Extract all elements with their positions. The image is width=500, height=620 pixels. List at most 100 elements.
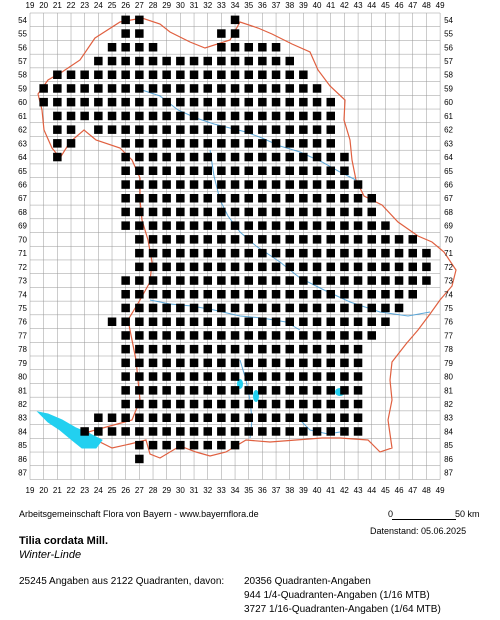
presence-square [285, 97, 294, 107]
presence-square [94, 125, 103, 134]
presence-square [148, 97, 158, 107]
presence-square [353, 180, 363, 189]
presence-square [258, 43, 267, 52]
x-label-top: 20 [39, 1, 48, 10]
presence-square [230, 276, 240, 285]
presence-square [367, 317, 376, 326]
presence-square [189, 440, 199, 450]
presence-square [135, 331, 144, 340]
presence-square [66, 111, 76, 121]
presence-square [148, 111, 158, 121]
datenstand-text: Datenstand: 05.06.2025 [370, 526, 467, 536]
presence-square [176, 262, 185, 272]
presence-square [285, 248, 294, 258]
presence-square [217, 262, 226, 272]
presence-square [326, 399, 335, 409]
presence-square [271, 331, 281, 340]
presence-square [53, 97, 62, 107]
y-label-left: 81 [18, 386, 27, 395]
presence-square [285, 180, 294, 189]
presence-square [135, 427, 144, 436]
presence-square [189, 413, 199, 422]
presence-square [230, 56, 240, 66]
presence-square [176, 70, 185, 79]
presence-square [422, 248, 431, 258]
presence-square [394, 303, 404, 313]
presence-square [203, 248, 212, 258]
presence-square [244, 97, 253, 107]
presence-square [148, 194, 158, 203]
presence-square [189, 248, 199, 258]
presence-square [121, 221, 130, 230]
presence-square [340, 180, 349, 189]
presence-square [135, 194, 144, 203]
presence-square [94, 84, 103, 93]
presence-square [217, 303, 226, 313]
presence-square [353, 248, 363, 258]
y-label-left: 78 [18, 345, 27, 354]
presence-square [353, 262, 363, 272]
presence-square [94, 70, 103, 79]
presence-square [230, 15, 240, 25]
presence-square [299, 372, 308, 381]
presence-square [176, 372, 185, 381]
presence-square [312, 97, 322, 107]
presence-square [299, 180, 308, 189]
presence-square [135, 399, 144, 409]
y-label-left: 55 [18, 30, 27, 39]
presence-square [285, 235, 294, 244]
presence-square [340, 399, 349, 409]
presence-square [176, 386, 185, 395]
presence-square [230, 386, 240, 395]
presence-square [340, 276, 349, 285]
y-label-left: 54 [18, 16, 27, 25]
presence-square [189, 180, 199, 189]
y-label-left: 72 [18, 263, 27, 272]
presence-square [299, 290, 308, 299]
presence-square [230, 97, 240, 107]
presence-square [162, 235, 171, 244]
y-label-right: 70 [444, 235, 453, 244]
presence-square [80, 97, 89, 107]
y-label-left: 67 [18, 194, 27, 203]
presence-square [230, 331, 240, 340]
presence-square [162, 331, 171, 340]
presence-square [176, 276, 185, 285]
presence-square [189, 152, 199, 162]
presence-square [230, 358, 240, 368]
presence-square [326, 221, 335, 230]
presence-square [135, 303, 144, 313]
presence-square [367, 262, 376, 272]
y-label-right: 79 [444, 359, 453, 368]
presence-square [189, 70, 199, 79]
presence-square [271, 344, 281, 354]
presence-square [135, 139, 144, 148]
presence-square [312, 207, 322, 217]
presence-square [107, 427, 117, 436]
presence-square [353, 207, 363, 217]
presence-square [312, 235, 322, 244]
presence-square [230, 166, 240, 175]
y-label-left: 80 [18, 373, 27, 382]
presence-square [326, 194, 335, 203]
presence-square [230, 290, 240, 299]
presence-square [53, 111, 62, 121]
presence-square [162, 97, 171, 107]
presence-square [176, 248, 185, 258]
x-label-top: 27 [135, 1, 144, 10]
presence-square [422, 276, 431, 285]
presence-square [135, 386, 144, 395]
y-label-left: 75 [18, 304, 27, 313]
presence-square [148, 358, 158, 368]
presence-square [203, 276, 212, 285]
presence-square [326, 386, 335, 395]
presence-square [258, 248, 267, 258]
x-label-top: 40 [313, 1, 322, 10]
presence-square [353, 194, 363, 203]
presence-square [230, 152, 240, 162]
presence-square [217, 358, 226, 368]
presence-square [107, 317, 117, 326]
presence-square [189, 344, 199, 354]
presence-square [217, 125, 226, 134]
presence-square [189, 139, 199, 148]
